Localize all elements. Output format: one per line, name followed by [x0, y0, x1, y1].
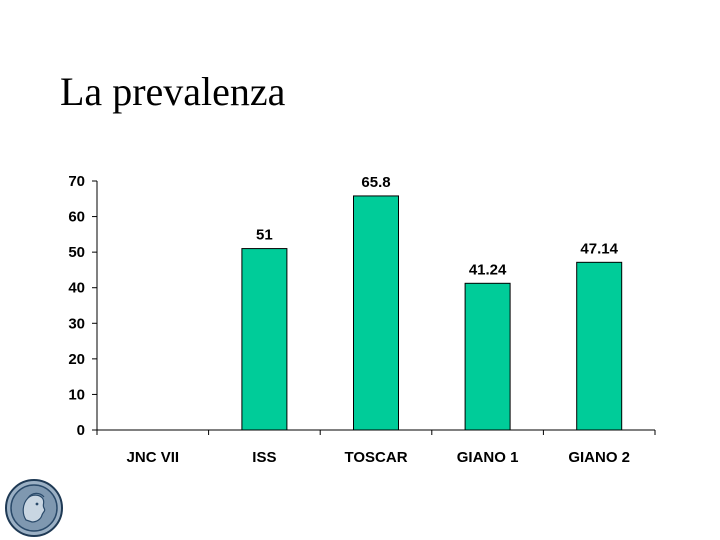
bar [576, 261, 623, 431]
bar [241, 248, 288, 431]
data-label: 65.8 [361, 174, 390, 191]
category-label: TOSCAR [344, 449, 407, 466]
chart-labels: 0 10 20 30 40 50 60 70 JNC VII ISS 51 TOSCAR 65.8 GIA… [68, 173, 630, 466]
y-tick-label: 20 [68, 351, 85, 368]
data-label: 47.14 [580, 240, 618, 257]
slide-title: La prevalenza [60, 69, 286, 114]
y-tick-label: 40 [68, 280, 85, 297]
data-label: 41.24 [469, 261, 507, 278]
category-label: GIANO 1 [457, 449, 519, 466]
bar [464, 282, 511, 431]
chart-bars [241, 195, 623, 431]
y-tick-label: 50 [68, 244, 85, 261]
category-label: JNC VII [127, 449, 180, 466]
data-label: 51 [256, 227, 273, 244]
bar [353, 195, 399, 431]
y-tick-label: 60 [68, 209, 85, 226]
y-tick-label: 70 [68, 173, 85, 190]
category-label: GIANO 2 [568, 449, 630, 466]
y-tick-label: 30 [68, 315, 85, 332]
category-label: ISS [252, 449, 276, 466]
coin-profile-icon [5, 479, 63, 537]
y-tick-label: 0 [77, 422, 85, 439]
y-tick-label: 10 [68, 386, 85, 403]
